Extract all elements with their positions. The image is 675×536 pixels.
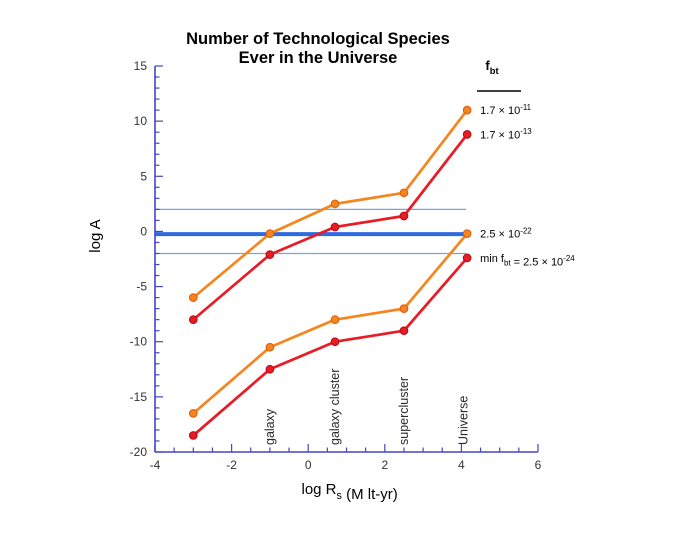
legend-entry-2: 2.5 × 10-22 [480,226,532,240]
data-point [462,130,472,139]
data-point [265,229,275,238]
series-1 [188,130,472,325]
x-tick-label: 0 [305,458,312,472]
legend-entry-3: min fbt = 2.5 × 10-24 [480,253,575,269]
data-point [265,342,275,352]
data-point [188,409,198,418]
y-tick-label: 10 [134,114,148,128]
data-point [188,315,198,325]
x-tick-label: -4 [150,458,161,472]
annotation-galaxy-cluster: galaxy cluster [328,369,342,445]
annotation-supercluster: supercluster [397,377,411,445]
data-point [188,293,198,302]
data-point [330,315,340,325]
x-tick-label: 2 [381,458,388,472]
x-tick-label: 4 [458,458,465,472]
data-point [462,253,472,263]
legend-entry-0: 1.7 × 10-11 [480,103,532,117]
series-2 [188,229,472,418]
data-point [462,105,472,115]
y-axis-label: log A [87,219,104,252]
data-point [330,199,340,209]
data-point [265,364,275,374]
y-tick-label: -5 [136,280,147,294]
data-point [399,326,409,336]
data-point [265,250,275,259]
data-point [462,229,472,238]
y-tick-label: -20 [130,445,148,459]
chart-title-line2: Ever in the Universe [239,49,398,67]
labels-layer: log Rs (M lt-yr) 1.7 × 10-11 1.7 × 10-13 2.… [263,58,575,503]
y-tick-label: 15 [134,59,148,73]
data-point [399,211,409,221]
chart-title-line1: Number of Technological Species [186,30,450,48]
data-point [399,304,409,313]
y-tick-label: 5 [140,169,147,183]
y-tick-label: -10 [130,335,148,349]
data-point [188,431,198,440]
data-point [330,337,340,347]
x-tick-label: -2 [226,458,237,472]
annotation-galaxy: galaxy [263,408,277,445]
series-3 [188,253,472,440]
series-0 [188,105,472,302]
y-tick-label: 0 [140,224,147,238]
legend-header: fbt [485,58,498,76]
y-tick-label: -15 [130,390,148,404]
data-point [399,188,409,198]
series-line-0 [191,108,469,299]
series-layer [188,105,472,440]
x-axis-label: log Rs (M lt-yr) [302,481,398,503]
annotation-Universe: Universe [456,396,470,445]
legend-entry-1: 1.7 × 10-13 [480,127,532,141]
data-point [330,222,340,232]
x-tick-label: 6 [535,458,542,472]
reference-lines-layer [155,208,466,255]
